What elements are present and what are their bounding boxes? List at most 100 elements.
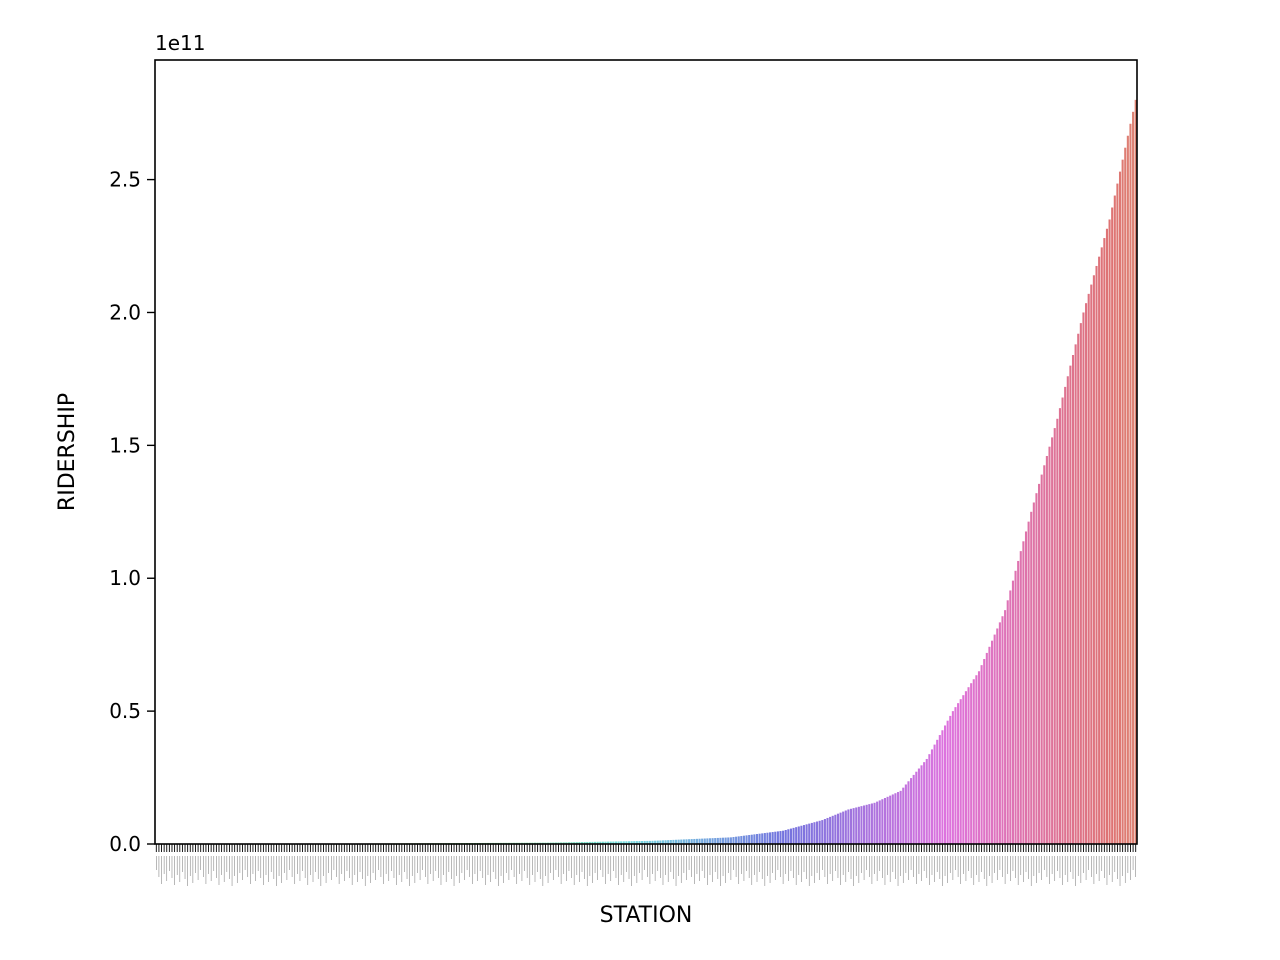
bars-group — [157, 99, 1137, 845]
bar — [607, 841, 610, 844]
bar — [774, 831, 777, 844]
bar — [695, 838, 698, 844]
bar — [643, 840, 646, 844]
bar — [1064, 386, 1067, 844]
bar — [1121, 159, 1124, 844]
bar — [883, 798, 887, 844]
bar — [876, 801, 879, 844]
y-axis: 0.0 0.5 1.0 1.5 2.0 2.5 — [109, 168, 155, 856]
bar — [755, 834, 759, 844]
bar — [727, 837, 730, 844]
bar — [1116, 183, 1119, 844]
bar — [970, 683, 973, 844]
bar — [1043, 465, 1046, 844]
bar — [1045, 455, 1048, 844]
bar — [779, 831, 782, 844]
x-ticks-group — [155, 844, 1137, 852]
bar — [1004, 610, 1007, 844]
bar — [719, 837, 722, 844]
bar — [1087, 293, 1090, 844]
bar — [698, 838, 701, 844]
bar — [1024, 531, 1028, 844]
bar — [1113, 195, 1116, 845]
bar — [654, 840, 657, 844]
bar — [737, 836, 740, 844]
bar — [565, 842, 568, 844]
x-tick-labels-group — [156, 856, 1136, 886]
bar — [816, 821, 819, 844]
bar — [1118, 171, 1122, 844]
bar — [609, 841, 612, 844]
y-tick-label: 2.0 — [109, 300, 141, 324]
bar — [638, 841, 641, 844]
bar — [951, 711, 954, 844]
bar — [839, 812, 842, 844]
bar — [1108, 219, 1111, 844]
bar — [829, 816, 832, 844]
bar — [682, 839, 685, 844]
bar — [959, 699, 962, 844]
bar — [722, 837, 725, 844]
bar — [899, 790, 902, 844]
bar — [740, 836, 743, 844]
bar — [1001, 616, 1004, 844]
bar — [580, 842, 584, 844]
bar — [753, 834, 756, 844]
bar — [996, 628, 999, 844]
y-tick-label: 1.0 — [109, 566, 141, 590]
bar — [1126, 135, 1129, 845]
bar — [625, 841, 628, 844]
bar — [685, 839, 688, 844]
bar — [941, 730, 944, 844]
bar — [1038, 483, 1041, 844]
bar — [724, 837, 727, 844]
bar — [573, 842, 576, 844]
bar — [674, 839, 678, 844]
bar — [962, 695, 965, 844]
bar — [646, 840, 649, 844]
bar — [766, 832, 769, 844]
bar — [1048, 446, 1051, 844]
bar — [795, 827, 798, 844]
bar — [776, 831, 779, 844]
bar — [912, 774, 915, 844]
bar — [708, 838, 712, 844]
bar — [578, 842, 581, 844]
bar — [750, 834, 753, 844]
bar — [1082, 312, 1085, 845]
bar — [701, 838, 704, 844]
bar — [599, 841, 602, 844]
bar — [677, 839, 680, 844]
bar — [818, 820, 821, 844]
bar — [967, 687, 970, 844]
bar — [1011, 580, 1014, 844]
bar — [745, 835, 748, 844]
bar — [693, 838, 696, 844]
bar — [1032, 502, 1035, 844]
bar — [633, 841, 636, 844]
bar — [1111, 207, 1114, 844]
bar — [1129, 123, 1132, 844]
bar — [844, 810, 847, 844]
bar — [690, 839, 693, 844]
bar — [878, 800, 881, 844]
bar — [614, 841, 618, 844]
bar — [735, 836, 738, 844]
bar — [983, 659, 986, 844]
bar — [928, 754, 931, 844]
bar — [863, 805, 866, 844]
bar — [792, 827, 795, 844]
bar — [881, 799, 884, 844]
bar — [1051, 437, 1054, 844]
bar — [975, 675, 978, 844]
bar — [784, 830, 787, 844]
bar — [842, 811, 845, 844]
bar — [1085, 303, 1088, 844]
bar — [771, 832, 774, 844]
bar — [938, 735, 941, 844]
bar — [857, 806, 860, 844]
bar — [923, 762, 926, 844]
bar — [985, 652, 988, 844]
bar — [1027, 521, 1030, 844]
bar — [594, 841, 597, 844]
